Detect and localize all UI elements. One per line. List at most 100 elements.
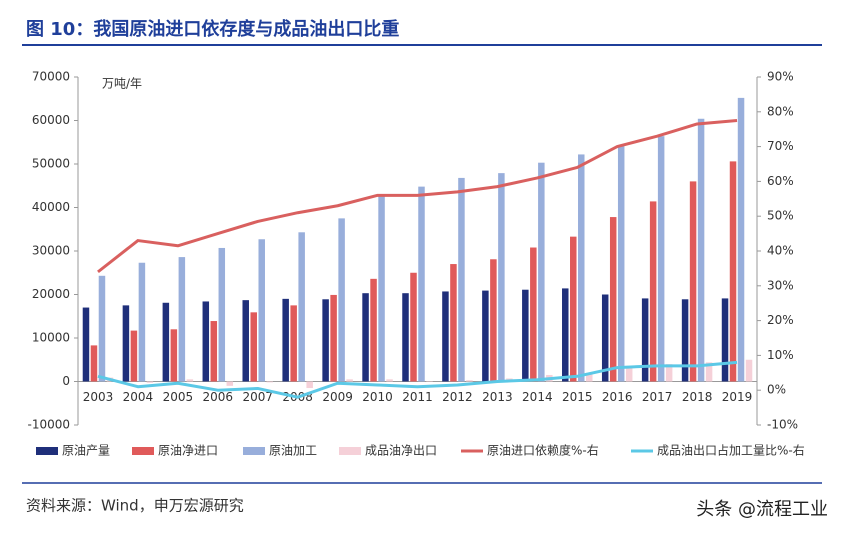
bar [130,330,138,382]
x-tick-label: 2015 [562,390,593,404]
bar [466,380,473,382]
y2-tick-label: 10% [767,348,794,362]
bar [386,379,393,382]
bar [617,146,625,382]
bar [290,305,297,382]
bar [378,194,385,382]
y-tick-label: 0 [62,374,70,388]
watermark: 头条 @流程工业 [696,499,828,520]
y-tick-label: 50000 [32,157,70,171]
y2-tick-label: 50% [767,209,794,223]
bar [170,329,178,382]
bar [729,161,737,382]
bar [745,359,753,382]
x-tick-label: 2014 [522,390,553,404]
bar [138,262,146,382]
bar [98,275,106,382]
bar [721,298,729,382]
bar [578,154,585,382]
line-series [97,119,738,274]
x-tick-label: 2019 [722,390,753,404]
bar [689,181,697,382]
x-tick-label: 2012 [442,390,473,404]
bar [186,379,194,382]
bar [586,372,593,382]
bar [458,177,465,382]
bar [338,218,345,382]
x-tick-label: 2010 [362,390,393,404]
y-tick-label: 40000 [32,200,70,214]
bar [657,136,665,382]
bar [410,272,417,382]
bar [482,290,489,382]
x-tick-label: 2017 [642,390,673,404]
bar [402,293,409,382]
y2-tick-label: 60% [767,174,794,188]
bar [122,305,130,382]
x-tick-label: 2016 [602,390,633,404]
bar [705,362,713,382]
legend-label: 原油产量 [62,444,110,458]
line-series [97,360,738,399]
bar [418,186,425,382]
legend-swatch [36,447,58,455]
y2-tick-label: 40% [767,244,794,258]
chart-title: 图 10：我国原油进口依存度与成品油出口比重 [26,18,399,40]
y2-tick-label: 80% [767,104,794,118]
y-tick-label: -10000 [27,418,70,432]
x-tick-label: 2006 [203,390,234,404]
bar [530,247,537,382]
bar [609,217,617,382]
bar [601,294,609,382]
bar [641,298,649,382]
y-tick-label: 10000 [32,331,70,345]
bar [490,259,497,382]
bar [697,118,705,382]
bar [625,365,633,382]
legend-swatch [132,447,154,455]
bar [498,173,505,382]
y2-tick-label: 70% [767,139,794,153]
y2-tick-label: -10% [767,418,798,432]
bar [210,321,218,382]
y-tick-label: 60000 [32,113,70,127]
bar [162,302,170,382]
y2-tick-label: 20% [767,313,794,327]
x-tick-label: 2018 [682,390,713,404]
bar [266,381,273,383]
bar [522,289,529,382]
bar [306,381,313,389]
legend-label: 成品油净出口 [365,444,437,458]
x-tick-label: 2007 [242,390,273,404]
legend-label: 原油进口依赖度%-右 [487,443,599,458]
bar [90,345,98,382]
bar [665,364,673,382]
y-tick-label: 20000 [32,287,70,301]
bar [538,162,545,382]
bar [562,288,569,382]
bar [178,257,186,382]
x-tick-label: 2013 [482,390,513,404]
bar [146,381,154,383]
legend-label: 成品油出口占加工量比%-右 [657,443,805,458]
y-axis-unit: 万吨/年 [102,77,142,91]
bar [362,293,369,382]
bar [258,239,265,382]
bar [82,307,90,382]
bar [681,299,689,382]
bar [242,300,249,382]
bar [226,381,234,386]
y2-tick-label: 0% [767,383,786,397]
legend-label: 原油净进口 [158,444,218,458]
x-tick-label: 2011 [402,390,433,404]
legend-swatch [339,447,361,455]
bar [322,299,329,382]
bar [202,301,210,382]
bar [282,298,289,382]
bar [450,264,457,382]
bar [370,278,377,382]
legend-label: 原油加工 [269,444,317,458]
bar [330,294,337,382]
y-tick-label: 30000 [32,244,70,258]
